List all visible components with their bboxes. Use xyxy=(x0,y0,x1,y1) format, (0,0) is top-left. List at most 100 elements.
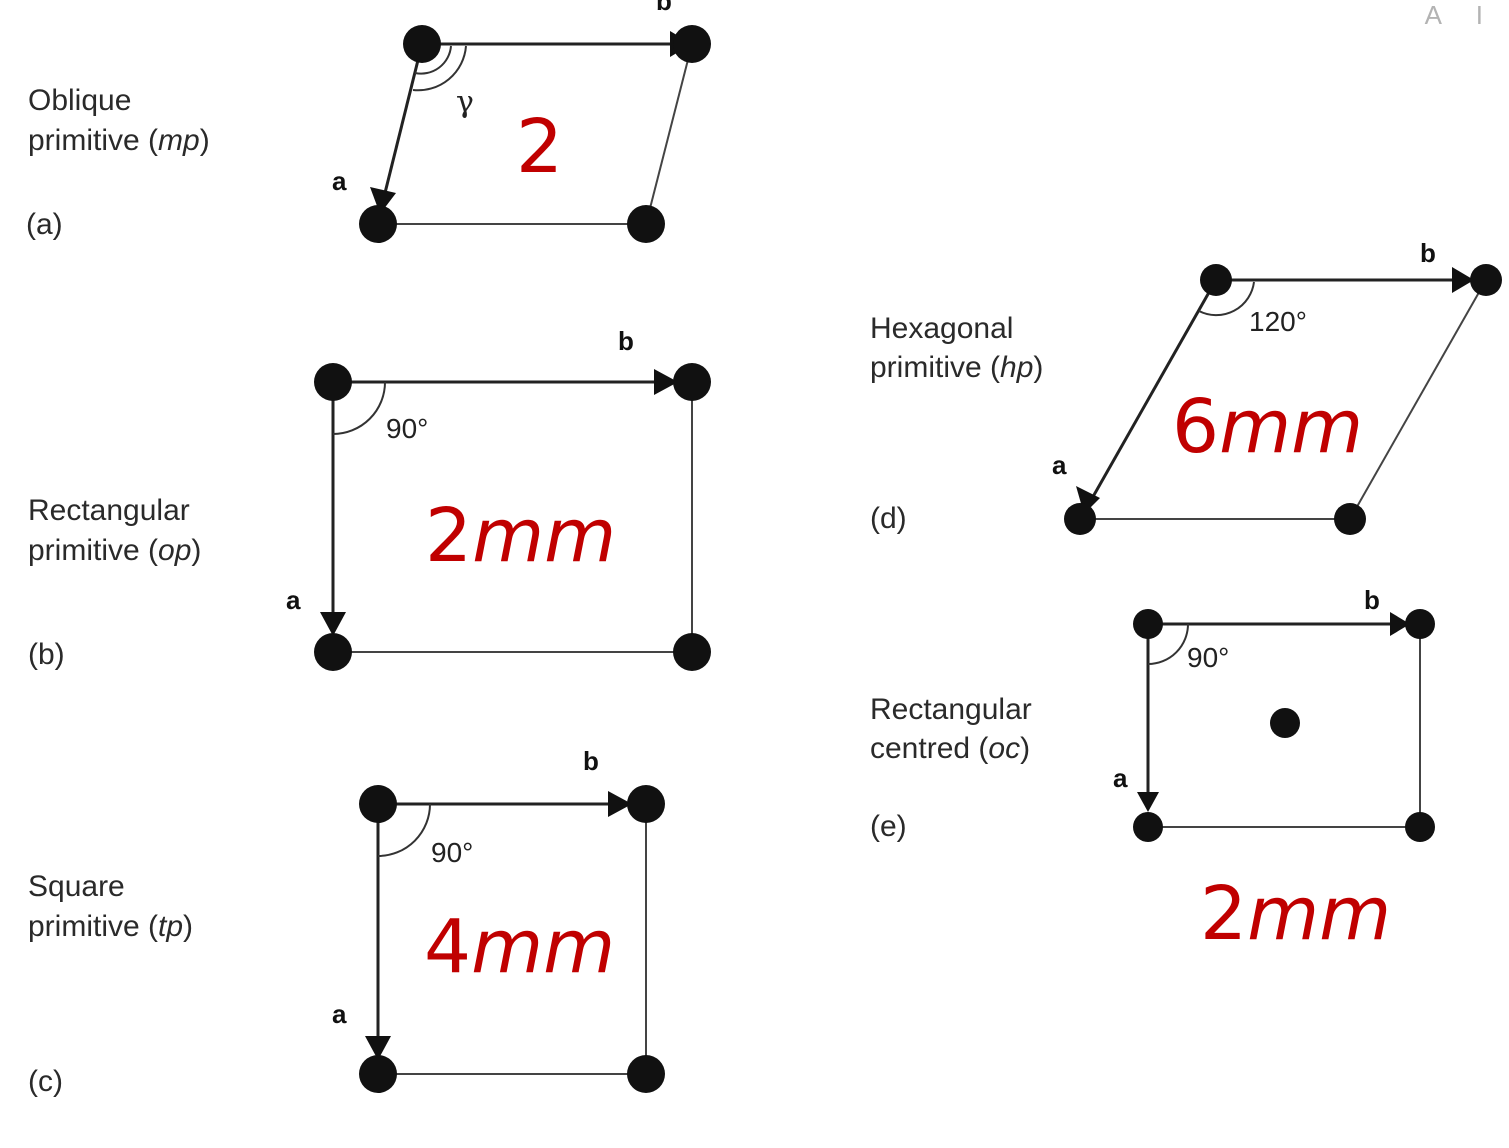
symmetry-number: 6 xyxy=(1172,384,1219,470)
vector-a-arrowhead xyxy=(370,187,396,214)
lattice-point xyxy=(1334,503,1366,535)
lattice-point xyxy=(359,785,397,823)
lattice-name-line1: Square xyxy=(28,870,125,903)
lattice-name-prefix: centred ( xyxy=(870,732,988,765)
vector-a-label: a xyxy=(1052,450,1067,480)
lattice-point xyxy=(673,633,711,671)
angle-arc xyxy=(332,381,386,435)
vector-a-label: a xyxy=(332,999,347,1029)
vector-b-label: b xyxy=(1364,585,1380,615)
symmetry-label: 2mm xyxy=(1200,871,1391,957)
angle-arc xyxy=(414,45,452,75)
angle-label: 90° xyxy=(386,413,428,444)
vector-a-arrowhead xyxy=(320,612,346,636)
lattice-point xyxy=(673,25,711,63)
corner-mark: A I xyxy=(1424,0,1497,30)
lattice-oblique: Oblique primitive (mp) (a) b a γ 2 xyxy=(26,0,711,243)
lattice-name-line1: Oblique xyxy=(28,84,131,117)
lattice-name-line1: Rectangular xyxy=(28,494,190,527)
lattice-point xyxy=(1200,264,1232,296)
angle-label: 120° xyxy=(1249,306,1307,337)
symmetry-label: 4mm xyxy=(424,904,615,990)
vector-b-arrowhead xyxy=(1390,612,1410,636)
lattice-name-line2: centred (oc) xyxy=(870,732,1030,765)
angle-label: 90° xyxy=(1187,642,1229,673)
lattice-point xyxy=(627,785,665,823)
symmetry-number: 2 xyxy=(1200,871,1247,957)
cell-edge xyxy=(645,43,693,225)
lattice-square-primitive: Square primitive (tp) (c) b a 90° 4mm xyxy=(28,746,665,1098)
lattice-name-prefix: primitive ( xyxy=(28,124,158,157)
vector-a-line xyxy=(380,43,424,206)
lattice-point xyxy=(359,205,397,243)
lattice-point xyxy=(627,1055,665,1093)
vector-b-arrowhead xyxy=(654,369,678,395)
lattice-name-line1: Rectangular xyxy=(870,693,1032,726)
lattice-point xyxy=(1470,264,1502,296)
symmetry-number: 2 xyxy=(516,104,563,190)
symmetry-number: 2 xyxy=(425,493,472,579)
lattice-name-line2: primitive (mp) xyxy=(28,124,210,157)
vector-b-label: b xyxy=(1420,238,1436,268)
symmetry-label: 2mm xyxy=(425,493,616,579)
symmetry-mirrors: mm xyxy=(1219,384,1363,470)
lattice-point xyxy=(314,633,352,671)
vector-a-arrowhead xyxy=(1137,792,1159,812)
vector-b-label: b xyxy=(656,0,672,16)
lattice-code: hp xyxy=(1000,351,1033,384)
symmetry-label: 6mm xyxy=(1172,384,1363,470)
lattice-point xyxy=(1064,503,1096,535)
lattice-point xyxy=(403,25,441,63)
angle-arc-outer xyxy=(412,45,467,92)
lattice-name-line2: primitive (tp) xyxy=(28,910,193,943)
lattice-name-line2: primitive (hp) xyxy=(870,351,1043,384)
lattice-letter: (b) xyxy=(28,638,65,671)
lattice-code: tp xyxy=(158,910,183,943)
symmetry-number: 4 xyxy=(424,904,471,990)
lattice-point xyxy=(1405,609,1435,639)
centred-lattice-point xyxy=(1270,708,1300,738)
lattice-name-suffix: ) xyxy=(200,124,210,157)
lattice-letter: (e) xyxy=(870,810,907,843)
lattice-code: oc xyxy=(988,732,1020,765)
lattice-point xyxy=(627,205,665,243)
lattice-name-prefix: primitive ( xyxy=(870,351,1000,384)
lattice-point xyxy=(1133,812,1163,842)
lattice-name-prefix: primitive ( xyxy=(28,910,158,943)
lattice-point xyxy=(673,363,711,401)
lattice-rectangular-centred: Rectangular centred (oc) (e) b a 90° 2mm xyxy=(870,585,1435,957)
vector-a-label: a xyxy=(286,585,301,615)
vector-b-arrowhead xyxy=(1452,267,1474,293)
symmetry-mirrors: mm xyxy=(472,493,616,579)
lattice-name-line1: Hexagonal xyxy=(870,312,1013,345)
vector-a-arrowhead xyxy=(365,1036,391,1060)
vector-a-label: a xyxy=(332,166,347,196)
symmetry-label: 2 xyxy=(516,104,563,190)
lattice-hexagonal-primitive: Hexagonal primitive (hp) (d) b a 120° 6m… xyxy=(870,238,1502,535)
lattice-name-suffix: ) xyxy=(191,534,201,567)
vector-a-label: a xyxy=(1113,763,1128,793)
angle-label: 90° xyxy=(431,837,473,868)
vector-a-line xyxy=(1088,279,1218,503)
lattice-point xyxy=(359,1055,397,1093)
angle-arc xyxy=(377,803,431,857)
vector-b-arrowhead xyxy=(608,791,632,817)
lattice-point xyxy=(314,363,352,401)
angle-arc xyxy=(1147,623,1189,665)
symmetry-mirrors: mm xyxy=(471,904,615,990)
angle-arc xyxy=(1198,281,1255,317)
lattice-name-suffix: ) xyxy=(183,910,193,943)
lattice-rectangular-primitive: Rectangular primitive (op) (b) b a 90° 2… xyxy=(28,326,711,671)
lattice-point xyxy=(1405,812,1435,842)
lattice-code: op xyxy=(158,534,191,567)
lattice-name-prefix: primitive ( xyxy=(28,534,158,567)
cell-edge xyxy=(1349,279,1487,520)
lattice-letter: (c) xyxy=(28,1065,63,1098)
lattice-point xyxy=(1133,609,1163,639)
lattice-name-line2: primitive (op) xyxy=(28,534,201,567)
lattice-name-suffix: ) xyxy=(1033,351,1043,384)
lattice-name-suffix: ) xyxy=(1020,732,1030,765)
lattice-letter: (a) xyxy=(26,208,63,241)
